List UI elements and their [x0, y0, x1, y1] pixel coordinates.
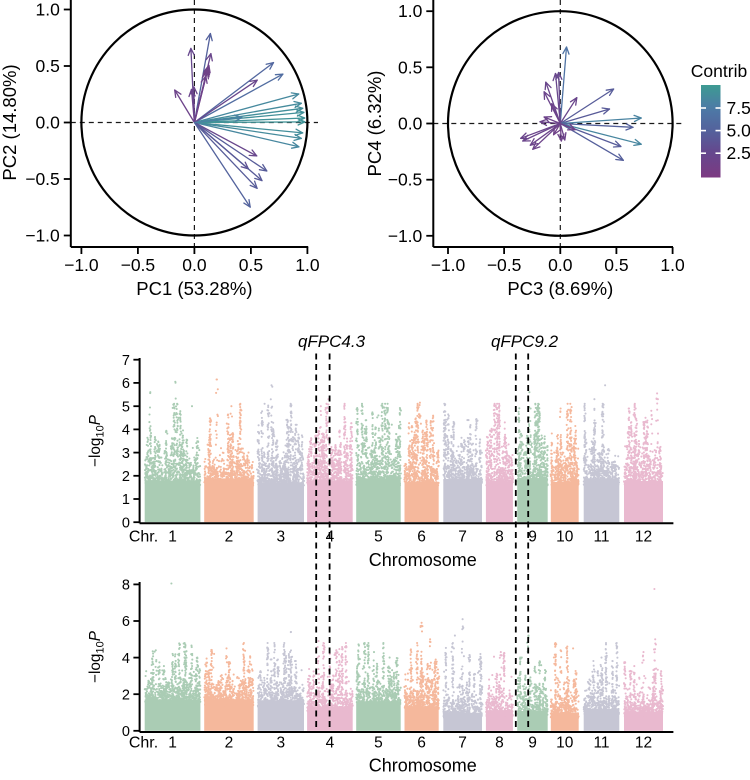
svg-text:0.5: 0.5: [398, 57, 422, 77]
svg-text:Chr.: Chr.: [129, 735, 158, 752]
svg-text:5: 5: [122, 399, 130, 415]
svg-text:5: 5: [374, 529, 383, 546]
svg-text:−log10P: −log10P: [87, 630, 107, 683]
svg-text:1.0: 1.0: [398, 1, 423, 21]
svg-text:Contrib: Contrib: [691, 61, 747, 81]
svg-text:11: 11: [593, 735, 609, 752]
svg-text:PC1 (53.28%): PC1 (53.28%): [136, 278, 252, 299]
svg-text:−1.0: −1.0: [431, 255, 466, 275]
svg-text:5: 5: [374, 735, 383, 752]
svg-text:2: 2: [122, 687, 130, 703]
svg-text:PC4 (6.32%): PC4 (6.32%): [364, 71, 385, 177]
svg-text:−0.5: −0.5: [25, 169, 60, 189]
svg-text:0.0: 0.0: [182, 255, 207, 275]
svg-text:7.5: 7.5: [727, 98, 750, 118]
svg-text:qFPC9.2: qFPC9.2: [491, 332, 559, 351]
svg-text:1: 1: [168, 735, 177, 752]
svg-text:1.0: 1.0: [660, 255, 685, 275]
svg-text:1.0: 1.0: [295, 255, 320, 275]
svg-text:PC2 (14.80%): PC2 (14.80%): [0, 64, 20, 180]
svg-text:9: 9: [528, 529, 537, 546]
svg-text:1: 1: [168, 529, 177, 546]
svg-text:PC3 (8.69%): PC3 (8.69%): [507, 278, 613, 299]
svg-text:12: 12: [635, 735, 652, 752]
svg-text:Chromosome: Chromosome: [369, 550, 477, 570]
svg-text:qFPC4.3: qFPC4.3: [298, 332, 366, 351]
svg-text:4: 4: [122, 651, 130, 667]
svg-text:0.5: 0.5: [604, 255, 628, 275]
svg-text:0.5: 0.5: [239, 255, 263, 275]
svg-text:2: 2: [225, 529, 234, 546]
svg-text:6: 6: [122, 614, 130, 630]
svg-text:10: 10: [556, 529, 574, 546]
svg-text:−0.5: −0.5: [388, 170, 423, 190]
svg-text:8: 8: [122, 578, 130, 594]
svg-text:6: 6: [417, 735, 426, 752]
svg-text:4: 4: [122, 423, 130, 439]
svg-text:7: 7: [458, 529, 467, 546]
svg-text:3: 3: [122, 446, 130, 462]
svg-text:9: 9: [528, 735, 537, 752]
svg-text:5.0: 5.0: [727, 121, 750, 141]
svg-text:0.0: 0.0: [35, 113, 60, 133]
svg-text:6: 6: [122, 376, 130, 392]
svg-text:1.0: 1.0: [35, 0, 60, 20]
svg-text:3: 3: [276, 735, 285, 752]
svg-text:11: 11: [593, 529, 609, 546]
svg-text:0.5: 0.5: [35, 56, 59, 76]
svg-text:−0.5: −0.5: [121, 255, 156, 275]
svg-text:7: 7: [122, 353, 130, 369]
svg-text:3: 3: [276, 529, 285, 546]
svg-text:2: 2: [225, 735, 234, 752]
svg-text:Chr.: Chr.: [129, 529, 158, 546]
svg-text:12: 12: [635, 529, 652, 546]
svg-text:7: 7: [458, 735, 467, 752]
svg-text:Chromosome: Chromosome: [369, 756, 477, 776]
svg-text:−1.0: −1.0: [25, 226, 60, 246]
svg-text:2: 2: [122, 469, 130, 485]
svg-text:1: 1: [122, 492, 130, 508]
svg-text:−log10P: −log10P: [87, 414, 107, 467]
svg-text:−0.5: −0.5: [487, 255, 522, 275]
svg-text:0.0: 0.0: [398, 114, 423, 134]
svg-text:8: 8: [495, 529, 504, 546]
svg-text:−1.0: −1.0: [388, 226, 423, 246]
svg-text:0.0: 0.0: [548, 255, 573, 275]
svg-text:8: 8: [495, 735, 504, 752]
svg-text:10: 10: [556, 735, 574, 752]
svg-text:2.5: 2.5: [727, 143, 750, 163]
svg-text:−1.0: −1.0: [64, 255, 99, 275]
svg-text:6: 6: [417, 529, 426, 546]
svg-text:4: 4: [326, 735, 335, 752]
